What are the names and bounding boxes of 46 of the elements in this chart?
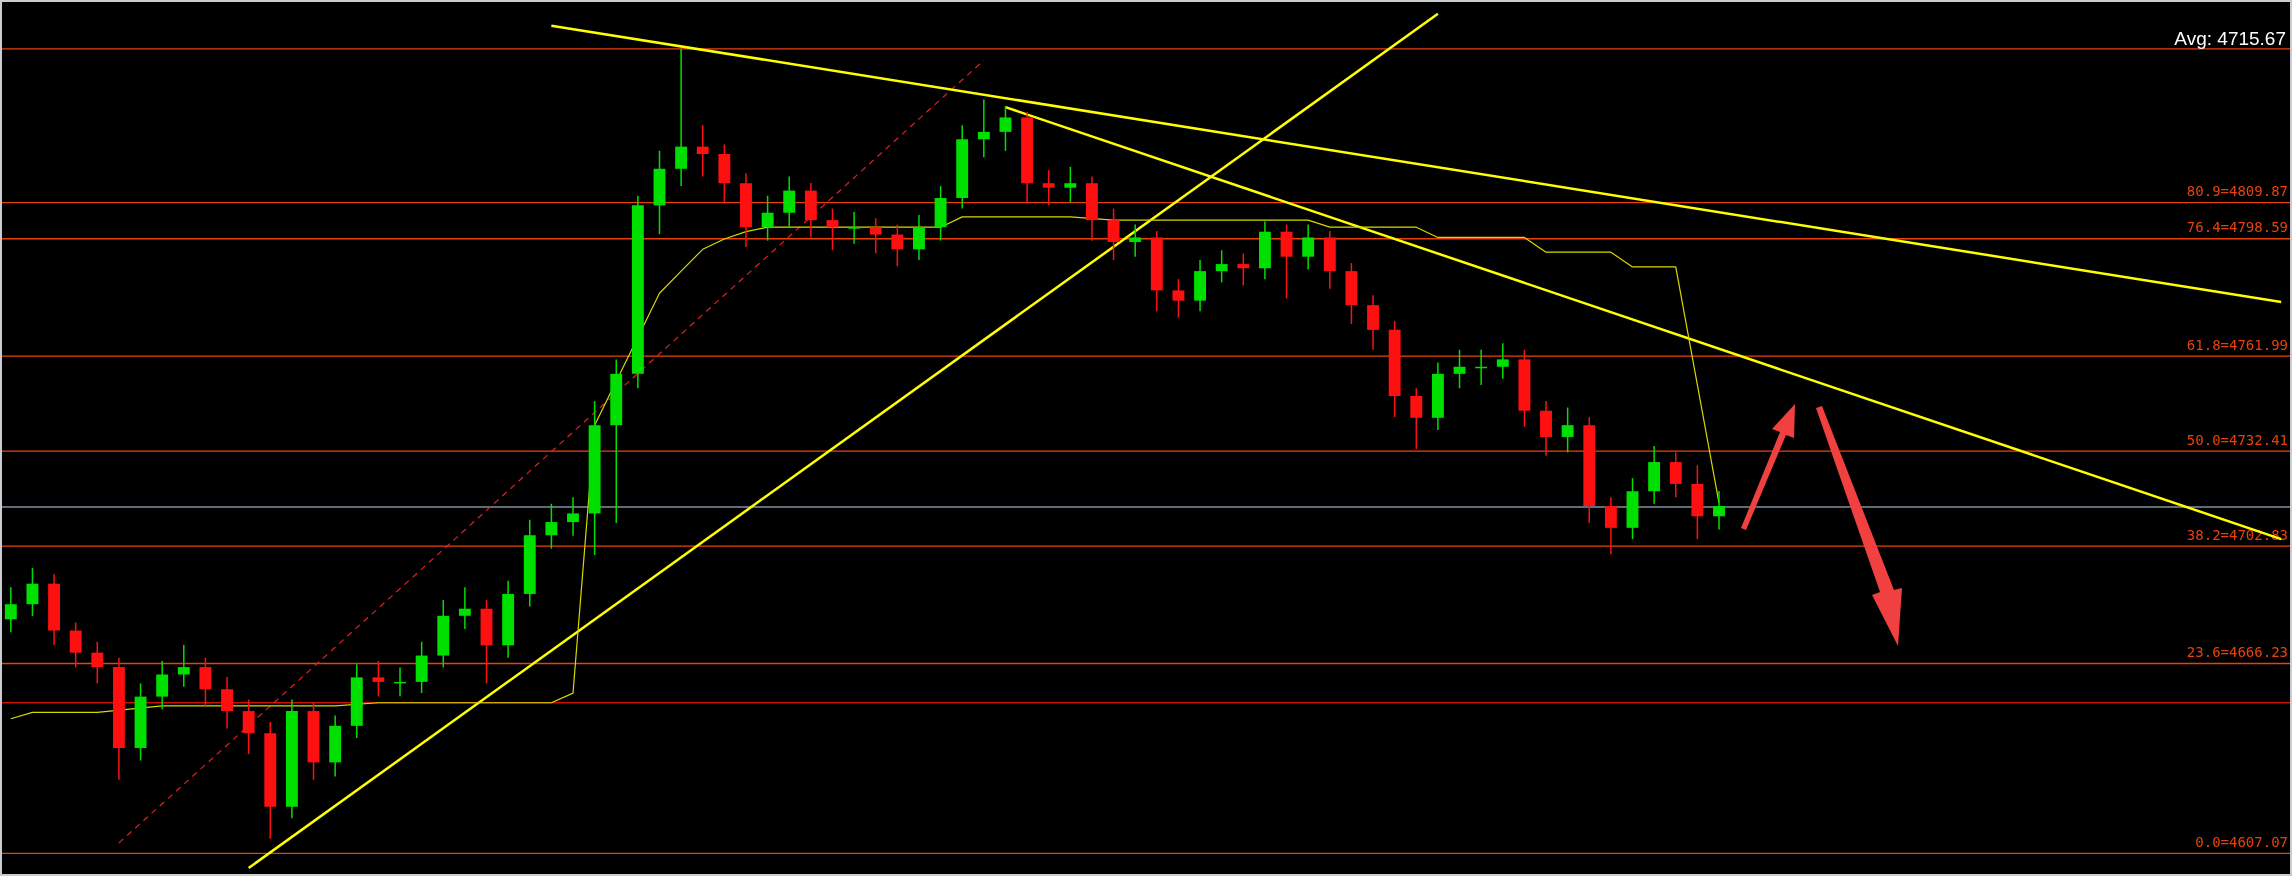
candlestick bbox=[26, 567, 39, 617]
annotation: Avg: 4715.67 bbox=[2174, 27, 2286, 49]
candlestick bbox=[1042, 169, 1055, 207]
ref-line-label: 61.8=4761.99 bbox=[2186, 336, 2288, 353]
candlestick bbox=[826, 207, 839, 252]
candlestick bbox=[1129, 223, 1142, 258]
ref-line-label: 50.0=4732.41 bbox=[2186, 431, 2288, 448]
candlestick bbox=[1410, 387, 1423, 450]
candlestick bbox=[1237, 252, 1250, 287]
candlestick bbox=[869, 217, 882, 255]
candlestick bbox=[242, 698, 255, 755]
candlestick bbox=[1172, 278, 1185, 319]
candlestick bbox=[1604, 496, 1617, 555]
candlestick bbox=[761, 194, 774, 242]
candlestick bbox=[1107, 207, 1120, 261]
candlestick bbox=[567, 496, 579, 537]
candlestick bbox=[372, 660, 385, 698]
candlestick bbox=[177, 644, 190, 688]
candlestick bbox=[1713, 490, 1725, 531]
candlestick bbox=[1496, 342, 1509, 380]
candlestick bbox=[458, 586, 471, 630]
ref-line-label: 23.6=4666.23 bbox=[2186, 644, 2288, 661]
candlestick bbox=[91, 641, 104, 685]
candlestick bbox=[1453, 349, 1466, 390]
ref-line-label: 80.9=4809.87 bbox=[2186, 183, 2288, 200]
ref-line-label: 0.0=4607.07 bbox=[2195, 833, 2288, 850]
candlestick bbox=[696, 124, 709, 178]
candlestick bbox=[4, 586, 17, 633]
candlestick bbox=[977, 98, 990, 158]
candlestick bbox=[675, 48, 688, 187]
candlestick bbox=[1302, 223, 1315, 271]
candlestick bbox=[913, 214, 925, 261]
candlestick bbox=[156, 660, 169, 710]
candlestick bbox=[221, 676, 233, 730]
ref-line-label: 76.4=4798.59 bbox=[2186, 219, 2288, 236]
candlestick bbox=[891, 223, 904, 268]
candlestick bbox=[999, 105, 1012, 152]
candlestick bbox=[1561, 406, 1574, 454]
candlestick bbox=[1215, 249, 1228, 284]
candlestick bbox=[783, 175, 796, 229]
candlestick bbox=[69, 621, 82, 669]
candlestick bbox=[848, 211, 861, 245]
candlestick bbox=[1064, 166, 1077, 203]
candlestick bbox=[1669, 451, 1682, 499]
candlestick bbox=[545, 503, 558, 550]
candlestick bbox=[199, 657, 212, 707]
